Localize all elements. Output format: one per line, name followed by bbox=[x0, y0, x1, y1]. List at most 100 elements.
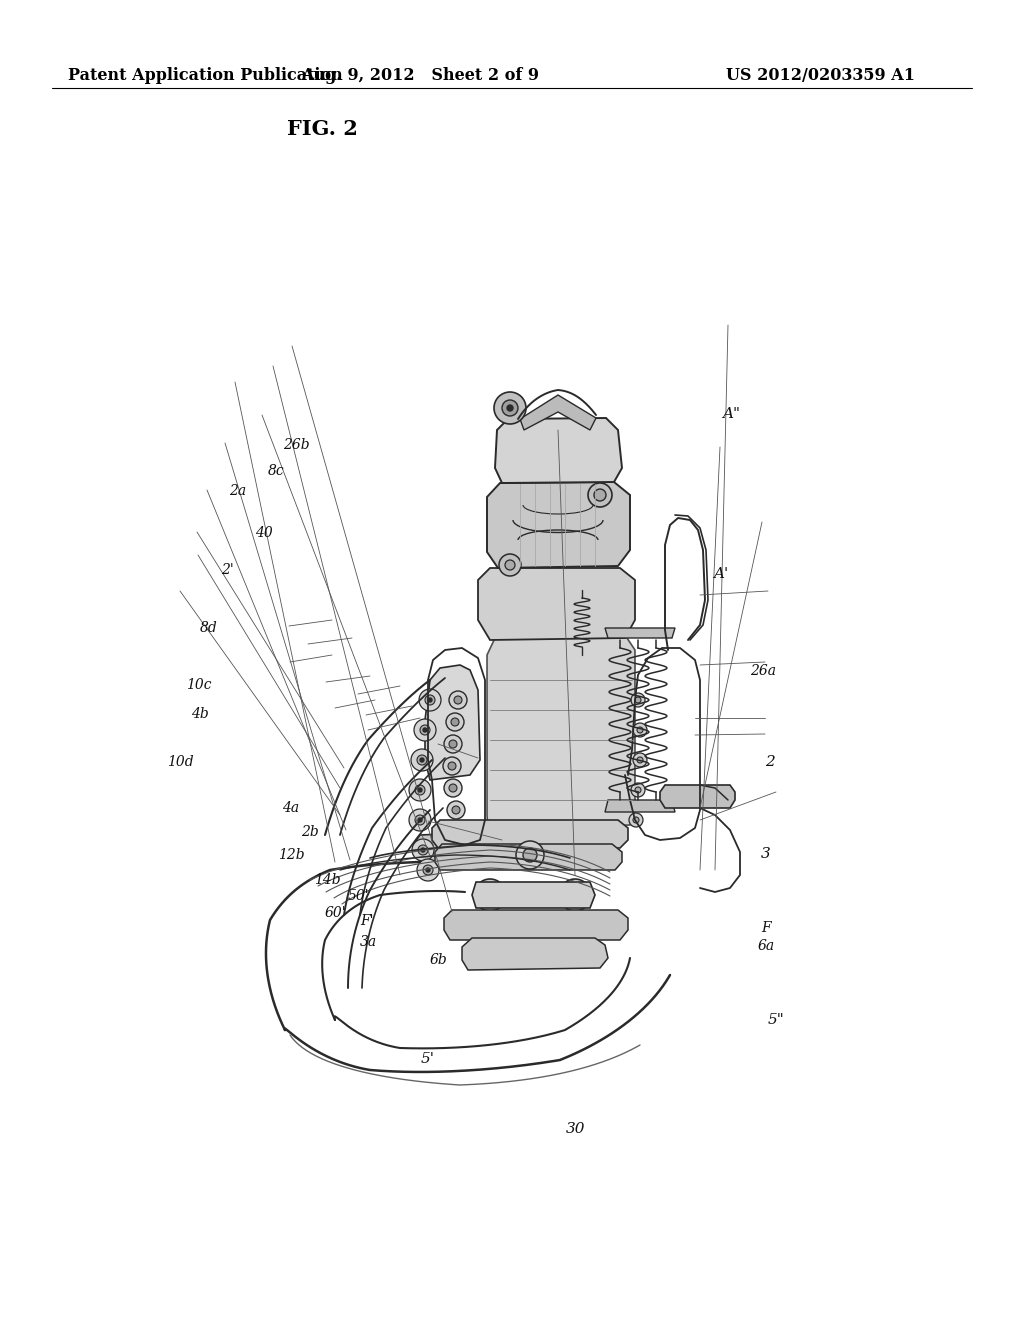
Circle shape bbox=[418, 818, 422, 822]
Text: 10c: 10c bbox=[186, 678, 211, 692]
Circle shape bbox=[415, 814, 425, 825]
Circle shape bbox=[631, 693, 645, 708]
Text: FIG. 2: FIG. 2 bbox=[287, 119, 358, 140]
Polygon shape bbox=[605, 800, 675, 812]
Text: 26a: 26a bbox=[750, 664, 776, 677]
Circle shape bbox=[425, 696, 435, 705]
Text: 60': 60' bbox=[325, 907, 347, 920]
Text: F': F' bbox=[359, 915, 374, 928]
Text: US 2012/0203359 A1: US 2012/0203359 A1 bbox=[725, 66, 914, 83]
Circle shape bbox=[502, 400, 518, 416]
Circle shape bbox=[637, 756, 643, 763]
Circle shape bbox=[423, 865, 433, 875]
Circle shape bbox=[633, 817, 639, 822]
Text: Patent Application Publication: Patent Application Publication bbox=[68, 66, 343, 83]
Polygon shape bbox=[660, 785, 735, 808]
Circle shape bbox=[417, 859, 439, 880]
Text: A": A" bbox=[722, 408, 740, 421]
Text: 2b: 2b bbox=[301, 825, 319, 838]
Polygon shape bbox=[495, 418, 622, 483]
Circle shape bbox=[516, 841, 544, 869]
Circle shape bbox=[449, 741, 457, 748]
Circle shape bbox=[449, 762, 456, 770]
Text: 2: 2 bbox=[765, 755, 775, 768]
Circle shape bbox=[415, 785, 425, 795]
Circle shape bbox=[419, 689, 441, 711]
Text: 2a: 2a bbox=[229, 484, 246, 498]
Text: 12b: 12b bbox=[279, 849, 305, 862]
Polygon shape bbox=[415, 832, 495, 862]
Circle shape bbox=[631, 783, 645, 797]
Circle shape bbox=[446, 713, 464, 731]
Circle shape bbox=[594, 488, 606, 502]
Circle shape bbox=[421, 847, 425, 851]
Circle shape bbox=[507, 405, 513, 411]
Circle shape bbox=[482, 887, 498, 903]
Circle shape bbox=[629, 813, 643, 828]
Circle shape bbox=[567, 887, 583, 903]
Circle shape bbox=[635, 787, 641, 793]
Circle shape bbox=[409, 779, 431, 801]
Circle shape bbox=[633, 723, 647, 737]
Polygon shape bbox=[487, 635, 635, 830]
Text: F: F bbox=[761, 921, 771, 935]
Circle shape bbox=[523, 847, 537, 862]
Text: 8d: 8d bbox=[200, 622, 218, 635]
Circle shape bbox=[451, 822, 469, 841]
Circle shape bbox=[426, 869, 430, 873]
Circle shape bbox=[418, 788, 422, 792]
Circle shape bbox=[474, 879, 506, 911]
Circle shape bbox=[418, 845, 428, 855]
Circle shape bbox=[444, 779, 462, 797]
Text: 26b: 26b bbox=[283, 438, 309, 451]
Polygon shape bbox=[425, 665, 480, 780]
Circle shape bbox=[456, 828, 464, 836]
Text: 5": 5" bbox=[768, 1014, 784, 1027]
Text: 10d: 10d bbox=[167, 755, 194, 768]
Circle shape bbox=[411, 748, 433, 771]
Polygon shape bbox=[432, 820, 628, 847]
Circle shape bbox=[588, 483, 612, 507]
Text: 40: 40 bbox=[255, 527, 273, 540]
Text: A': A' bbox=[714, 568, 728, 581]
Circle shape bbox=[452, 807, 460, 814]
Text: 8c: 8c bbox=[268, 465, 285, 478]
Circle shape bbox=[420, 725, 430, 735]
Polygon shape bbox=[462, 939, 608, 970]
Circle shape bbox=[409, 809, 431, 832]
Text: 3a: 3a bbox=[360, 936, 377, 949]
Circle shape bbox=[449, 784, 457, 792]
Circle shape bbox=[633, 752, 647, 767]
Circle shape bbox=[420, 758, 424, 762]
Circle shape bbox=[494, 392, 526, 424]
Polygon shape bbox=[435, 843, 622, 870]
Circle shape bbox=[559, 879, 591, 911]
Polygon shape bbox=[605, 628, 675, 638]
Circle shape bbox=[417, 755, 427, 766]
Circle shape bbox=[444, 735, 462, 752]
Text: Aug. 9, 2012   Sheet 2 of 9: Aug. 9, 2012 Sheet 2 of 9 bbox=[301, 66, 539, 83]
Polygon shape bbox=[478, 568, 635, 640]
Text: 50': 50' bbox=[347, 890, 370, 903]
Circle shape bbox=[451, 718, 459, 726]
Text: 6a: 6a bbox=[758, 940, 774, 953]
Circle shape bbox=[412, 840, 434, 861]
Polygon shape bbox=[444, 909, 628, 940]
Polygon shape bbox=[472, 882, 595, 908]
Circle shape bbox=[454, 696, 462, 704]
Text: 30: 30 bbox=[565, 1122, 586, 1135]
Text: 5': 5' bbox=[421, 1052, 435, 1065]
Text: 4b: 4b bbox=[190, 708, 209, 721]
Circle shape bbox=[414, 719, 436, 741]
Circle shape bbox=[443, 756, 461, 775]
Text: 2': 2' bbox=[221, 564, 233, 577]
Circle shape bbox=[499, 554, 521, 576]
Circle shape bbox=[447, 801, 465, 818]
Circle shape bbox=[449, 690, 467, 709]
Circle shape bbox=[637, 727, 643, 733]
Text: 6b: 6b bbox=[429, 953, 447, 966]
Text: 3: 3 bbox=[761, 847, 771, 861]
Polygon shape bbox=[520, 395, 596, 430]
Circle shape bbox=[423, 729, 427, 733]
Circle shape bbox=[428, 698, 432, 702]
